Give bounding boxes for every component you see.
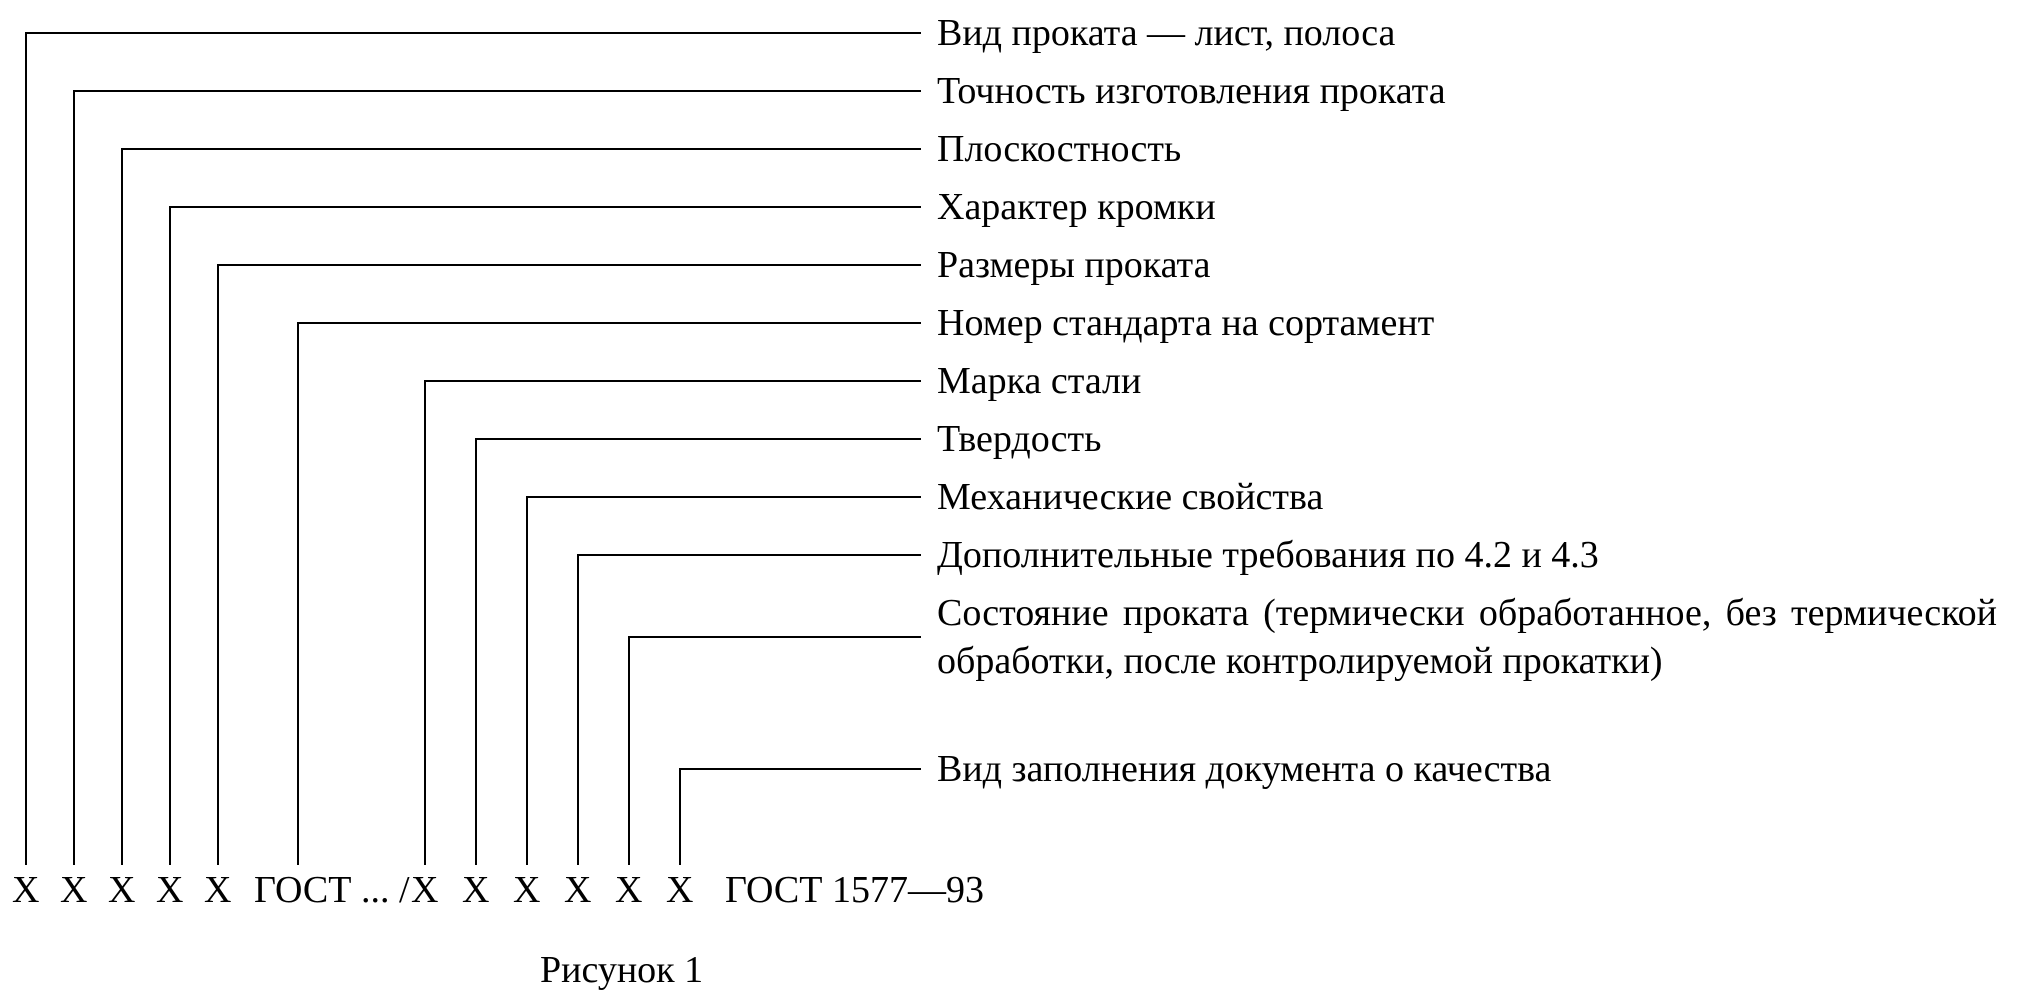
placeholder-ph-12: X — [666, 871, 693, 909]
placeholder-ph-3: X — [108, 871, 135, 909]
label-row-8: Твердость — [937, 416, 1997, 464]
figure-caption: Рисунок 1 — [540, 948, 703, 992]
label-row-12: Вид заполнения документа о качества — [937, 746, 1997, 794]
placeholder-ph-10: X — [564, 871, 591, 909]
placeholder-ph-1: X — [12, 871, 39, 909]
label-row-4: Характер кромки — [937, 184, 1997, 232]
placeholder-ph-5: X — [204, 871, 231, 909]
placeholder-ph-6: ГОСТ ... / — [254, 871, 410, 909]
diagram-stage: Вид проката — лист, полоса Точность изгот… — [0, 0, 2019, 998]
label-row-10: Дополнительные требования по 4.2 и 4.3 — [937, 532, 1997, 580]
label-row-6: Номер стандарта на сортамент — [937, 300, 1997, 348]
label-row-11: Состояние проката (термически обработанн… — [937, 590, 1997, 685]
placeholder-ph-9: X — [513, 871, 540, 909]
label-row-1: Вид проката — лист, полоса — [937, 10, 1997, 58]
placeholder-ph-8: X — [462, 871, 489, 909]
label-row-7: Марка стали — [937, 358, 1997, 406]
label-row-5: Размеры проката — [937, 242, 1997, 290]
label-row-3: Плоскостность — [937, 126, 1997, 174]
placeholder-ph-13: ГОСТ 1577—93 — [725, 871, 984, 909]
placeholder-ph-7: X — [411, 871, 438, 909]
placeholder-ph-4: X — [156, 871, 183, 909]
placeholder-ph-11: X — [615, 871, 642, 909]
placeholder-ph-2: X — [60, 871, 87, 909]
label-row-2: Точность изготовления проката — [937, 68, 1997, 116]
label-row-9: Механические свойства — [937, 474, 1997, 522]
